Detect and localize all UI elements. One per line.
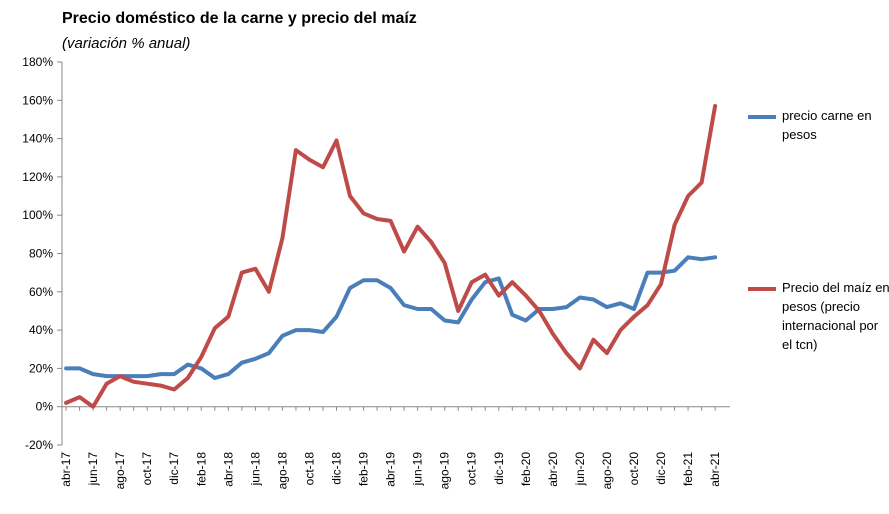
legend-swatch-maiz [748,287,776,291]
y-tick-label: 60% [29,285,53,299]
y-tick-label: 120% [22,170,53,184]
x-tick-label: abr-21 [708,452,722,487]
x-tick-label: feb-19 [357,452,371,486]
x-tick-label: abr-18 [221,452,235,487]
x-tick-label: feb-21 [681,452,695,486]
legend-item-maiz: Precio del maíz en pesos (precio interna… [748,278,889,354]
y-tick-label: 80% [29,247,53,261]
x-tick-label: ago-19 [438,452,452,490]
series-line-carne [64,255,718,380]
legend-label-maiz: Precio del maíz en pesos (precio interna… [782,280,889,352]
y-tick-label: 160% [22,93,53,107]
x-tick-label: oct-17 [140,452,154,486]
x-tick-label: abr-17 [59,452,73,487]
y-tick-label: 0% [36,400,54,414]
x-tick-label: jun-20 [573,452,587,487]
legend-swatch-carne [748,115,776,119]
x-tick-label: dic-20 [654,452,668,485]
legend-label-carne: precio carne en pesos [782,108,872,142]
y-tick-label: 100% [22,208,53,222]
x-tick-label: oct-19 [465,452,479,486]
x-tick-label: jun-18 [248,452,262,487]
y-tick-label: 20% [29,361,53,375]
y-tick-label: -20% [25,438,53,452]
legend-item-carne: precio carne en pesos [748,106,889,144]
x-tick-label: jun-17 [86,452,100,487]
chart-title: Precio doméstico de la carne y precio de… [62,10,417,27]
x-tick-label: ago-20 [600,452,614,490]
y-tick-label: 40% [29,323,53,337]
x-tick-label: oct-20 [627,452,641,486]
x-tick-label: dic-17 [167,452,181,485]
x-tick-label: jun-19 [411,452,425,487]
series-line-maiz [64,104,718,409]
y-tick-label: 180% [22,55,53,69]
x-tick-label: dic-19 [492,452,506,485]
x-tick-label: abr-20 [546,452,560,487]
x-tick-label: ago-18 [275,452,289,490]
x-tick-label: dic-18 [330,452,344,485]
x-tick-label: feb-20 [519,452,533,486]
y-tick-label: 140% [22,132,53,146]
x-tick-label: ago-17 [113,452,127,490]
chart-subtitle: (variación % anual) [62,35,191,52]
x-tick-label: abr-19 [384,452,398,487]
x-tick-label: oct-18 [302,452,316,486]
x-tick-label: feb-18 [194,452,208,486]
